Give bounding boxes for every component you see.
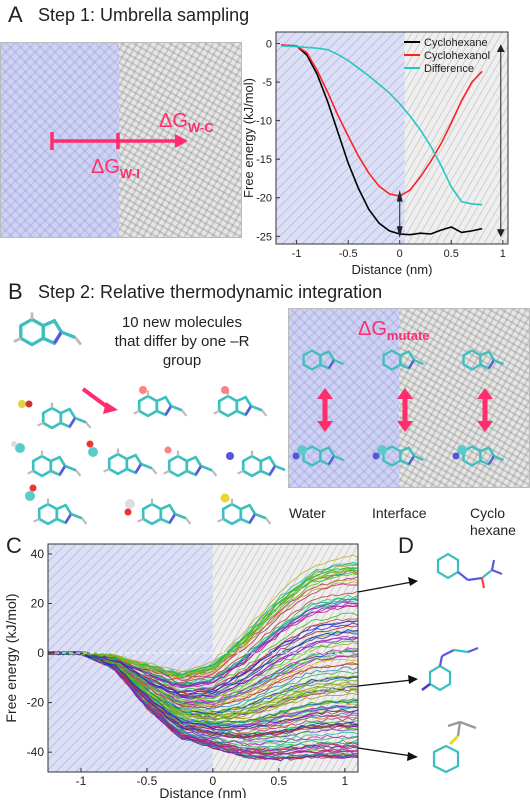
phase-label-water: Water	[289, 505, 326, 521]
y-tick-label: 0	[266, 39, 272, 51]
x-tick-label: 0.5	[444, 248, 459, 260]
series-line-cyclohexanol	[281, 44, 483, 198]
legend-label: Cyclohexane	[424, 37, 488, 49]
panel-c-xaxis-label: Distance (nm)	[159, 785, 246, 798]
free-energy-curve	[47, 651, 359, 753]
x-tick-label: 0	[210, 774, 217, 788]
molecule-variant-7	[226, 449, 285, 478]
y-tick-label: -5	[262, 77, 272, 89]
free-energy-curve	[47, 629, 359, 697]
x-tick-label: -1	[76, 774, 87, 788]
free-energy-curve	[47, 590, 359, 684]
y-tick-label: 20	[31, 596, 45, 610]
y-tick-label: -40	[27, 745, 45, 759]
panel-a-simulation-box	[0, 42, 242, 238]
y-tick-label: -20	[256, 193, 272, 205]
panel-a-free-energy-arrows	[50, 132, 188, 150]
plot-background	[275, 31, 509, 245]
water-pair	[292, 349, 345, 467]
molecule-variant-8	[25, 484, 88, 526]
dg-wi-label: ΔGW-I	[91, 156, 140, 181]
panel-a-yaxis-label: Free energy (kJ/mol)	[242, 78, 256, 198]
series-line-difference	[281, 45, 483, 206]
panel-b-simulation-box	[288, 308, 530, 488]
free-energy-curves	[47, 554, 359, 762]
molecule-variant-10	[216, 493, 272, 526]
x-tick-label: 1	[341, 774, 348, 788]
legend-label: Cyclohexanol	[424, 50, 490, 62]
interface-pair	[372, 349, 425, 467]
molecule-variant-9	[124, 497, 192, 526]
mutation-arrowhead	[103, 402, 118, 414]
pointer-arrow-top	[357, 577, 418, 593]
x-tick-label: -1	[292, 248, 302, 260]
structure-bottom	[432, 720, 477, 774]
x-tick-label: 0	[397, 248, 403, 260]
y-tick-label: -10	[256, 116, 272, 128]
y-tick-label: -15	[256, 154, 272, 166]
y-tick-label: -20	[27, 696, 45, 710]
panel-c-letter: C	[6, 533, 22, 558]
panel-c-chart: 40 20 0 -20 -40 -1 -0.5 0 0.5 1 Distance (nm) Fre…	[3, 543, 359, 798]
mutation-arrow	[81, 387, 108, 408]
x-tick-label: -0.5	[339, 248, 358, 260]
water-phase-region	[289, 309, 399, 487]
molecule-variant-1	[18, 400, 92, 430]
y-tick-label: 40	[31, 547, 45, 561]
molecule-variant-3	[212, 386, 268, 418]
free-energy-curve	[47, 630, 359, 697]
cyclohexane-pair	[452, 349, 505, 467]
dg-wc-label: ΔGW-C	[159, 110, 214, 135]
panel-d-structures	[357, 552, 503, 774]
series-line-cyclohexane	[281, 44, 483, 236]
molecule-variant-4	[11, 441, 82, 478]
panel-b-molecule-grid	[11, 310, 285, 526]
panel-a-letter: A	[8, 2, 23, 27]
pointer-arrow-middle	[357, 675, 418, 687]
molecule-variant-5	[86, 440, 158, 476]
x-tick-label: -0.5	[137, 774, 158, 788]
panel-b-title: Step 2: Relative thermodynamic integrati…	[38, 282, 383, 302]
parent-molecule	[12, 310, 83, 347]
panel-c-yaxis-label: Free energy (kJ/mol)	[3, 593, 19, 722]
panel-a-xaxis-label: Distance (nm)	[352, 262, 433, 277]
structure-middle	[421, 646, 479, 692]
panel-d-letter: D	[398, 533, 414, 558]
dg-mutate-label: ΔGmutate	[358, 318, 430, 343]
free-energy-curve	[47, 651, 359, 738]
y-tick-label: 0	[37, 646, 44, 660]
phase-label-interface: Interface	[372, 505, 427, 521]
phase-label-cyclohexane: Cyclo hexane	[470, 505, 516, 538]
structure-top	[436, 552, 503, 589]
x-tick-label: 0.5	[271, 774, 288, 788]
panel-b-letter: B	[8, 279, 23, 304]
panel-b-mutation-pairs	[292, 349, 505, 467]
x-tick-label: 1	[500, 248, 506, 260]
molecule-variant-6	[162, 446, 218, 478]
dg-wc-arrowhead	[175, 134, 188, 148]
panel-b-caption: 10 new molecules that differ by one –R g…	[114, 314, 250, 369]
free-energy-curve	[47, 651, 359, 716]
free-energy-curve	[47, 651, 359, 730]
water-phase-region	[1, 43, 119, 237]
molecule-variant-2	[132, 386, 188, 418]
y-tick-label: -25	[256, 231, 272, 243]
plot-frame	[47, 543, 359, 773]
legend-label: Difference	[424, 63, 474, 75]
min-difference-arrowhead	[396, 226, 403, 238]
panel-a-title: Step 1: Umbrella sampling	[38, 5, 250, 25]
pointer-arrow-bottom	[357, 747, 418, 761]
panel-a-chart: 0 -5 -10 -15 -20 -25 -1 -0.5 0 0.5 1 CyclohexaneCy…	[242, 31, 509, 277]
min-difference-arrowhead	[396, 190, 403, 202]
